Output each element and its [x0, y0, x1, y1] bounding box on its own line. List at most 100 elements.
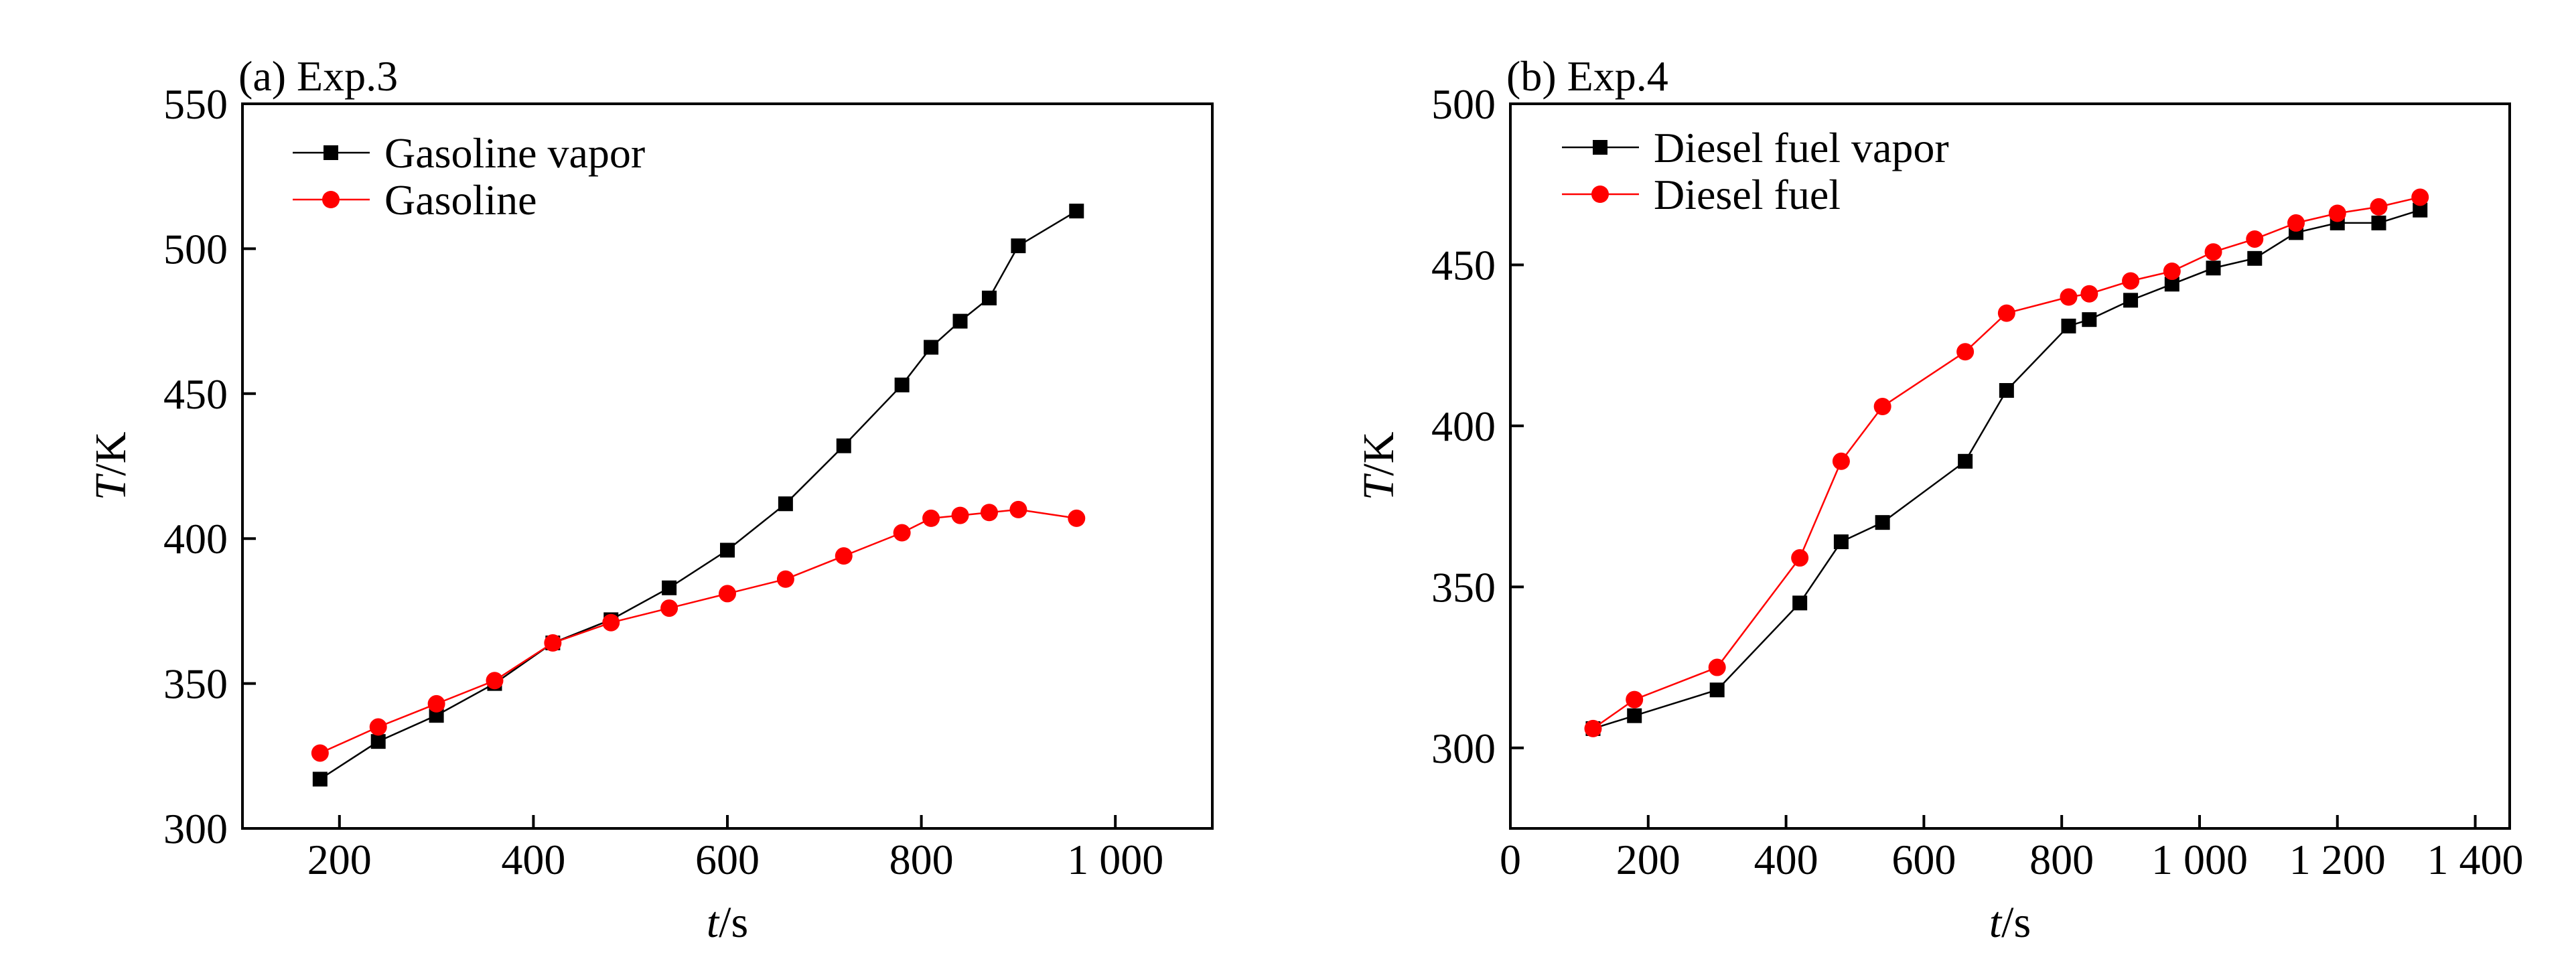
y-tick-label: 300 [163, 805, 228, 853]
data-point-circle [486, 672, 504, 690]
panel-label: (a) Exp.3 [238, 52, 398, 100]
data-point-square [370, 734, 386, 749]
data-point-square [1709, 682, 1725, 698]
y-axis-unit: /K [86, 432, 135, 476]
data-point-circle [1956, 343, 1975, 361]
data-point-circle [2080, 285, 2098, 303]
data-point-circle [1584, 719, 1602, 737]
data-point-circle [660, 599, 678, 617]
data-point-square [924, 340, 939, 355]
data-point-circle [2163, 263, 2181, 281]
data-point-circle [951, 506, 969, 524]
data-point-circle [2122, 272, 2140, 290]
data-point-square [2061, 318, 2076, 334]
data-point-circle [2328, 204, 2346, 222]
legend-marker-square [1593, 140, 1607, 155]
data-point-circle [2411, 188, 2429, 206]
series-line [1593, 209, 2421, 730]
x-tick-label: 0 [1500, 836, 1521, 883]
series-line [319, 210, 1077, 780]
data-point-circle [1832, 452, 1850, 470]
x-tick-label: 600 [695, 836, 760, 883]
legend-label: Gasoline [384, 176, 537, 224]
data-point-circle [2246, 230, 2264, 248]
x-tick-label: 1 000 [2151, 836, 2248, 883]
y-axis-variable: T [1354, 473, 1403, 500]
series-diesel-fuel [1584, 188, 2429, 737]
data-point-square [720, 542, 735, 558]
x-axis-unit: /s [719, 898, 748, 947]
data-point-circle [776, 570, 794, 588]
data-point-square [2371, 215, 2386, 230]
x-tick-label: 1 200 [2289, 836, 2386, 883]
data-point-circle [1997, 304, 2015, 322]
x-axis-title: t/s [1989, 898, 2031, 947]
legend-marker-square [324, 145, 338, 160]
data-point-square [1627, 708, 1642, 723]
data-point-circle [835, 547, 853, 565]
y-tick-label: 500 [163, 225, 228, 273]
data-point-circle [2204, 243, 2222, 261]
data-point-square [1958, 453, 1973, 469]
x-axis-unit: /s [2001, 898, 2031, 947]
data-point-circle [1791, 549, 1809, 567]
data-point-square [952, 313, 968, 329]
data-point-circle [2060, 288, 2078, 306]
data-point-square [312, 771, 328, 787]
data-point-square [1069, 204, 1084, 219]
data-point-circle [1708, 658, 1726, 676]
y-axis-variable: T [86, 473, 135, 500]
data-point-square [2413, 202, 2428, 218]
data-point-circle [602, 613, 620, 632]
data-point-square [2164, 277, 2179, 292]
panel-label: (b) Exp.4 [1506, 52, 1668, 100]
data-point-square [2123, 293, 2139, 308]
data-point-square [429, 708, 444, 723]
x-tick-label: 400 [501, 836, 565, 883]
legend-marker-circle [322, 191, 340, 208]
y-tick-label: 300 [1431, 725, 1496, 772]
chart-panel-b: 0 200 400 600 800 1 000 1 200 1 400 300 350 400 450… [1354, 52, 2524, 947]
data-point-square [836, 438, 851, 453]
data-point-circle [719, 585, 736, 603]
series-gasoline-vapor [312, 204, 1084, 787]
data-point-square [778, 496, 793, 512]
data-point-square [2082, 312, 2097, 327]
legend-label: Gasoline vapor [384, 129, 645, 177]
y-tick-label: 450 [1431, 241, 1496, 289]
data-point-circle [1873, 398, 1891, 416]
plot-frame [1509, 102, 2511, 830]
series-line [319, 508, 1077, 754]
data-point-square [894, 377, 910, 392]
y-axis-title: T/K [1354, 432, 1403, 501]
data-point-circle [2370, 198, 2388, 216]
data-point-circle [2287, 214, 2305, 232]
y-axis-title: T/K [86, 432, 135, 501]
x-axis-title: t/s [707, 898, 748, 947]
x-tick-label: 600 [1891, 836, 1956, 883]
y-tick-label: 350 [163, 660, 228, 708]
x-axis-variable: t [1989, 898, 2003, 947]
data-point-circle [311, 744, 329, 762]
series-line [1592, 196, 2421, 729]
data-point-square [981, 290, 997, 305]
legend-label: Diesel fuel vapor [1654, 124, 1949, 171]
x-tick-label: 1 000 [1067, 836, 1163, 883]
data-point-square [1875, 515, 1890, 530]
y-axis-unit: /K [1354, 432, 1403, 476]
y-tick-label: 350 [1431, 563, 1496, 611]
data-point-circle [980, 504, 998, 522]
x-tick-label: 800 [889, 836, 954, 883]
legend-label: Diesel fuel [1654, 171, 1841, 218]
data-point-circle [1626, 690, 1644, 709]
data-point-circle [893, 524, 911, 542]
x-tick-label: 400 [1754, 836, 1818, 883]
data-point-circle [544, 634, 562, 652]
data-point-circle [922, 509, 940, 527]
y-tick-label: 500 [1431, 80, 1496, 128]
data-point-square [662, 580, 677, 595]
chart-panel-a: 200 400 600 800 1 000 300 350 400 450 500 550(a) E… [86, 52, 1214, 947]
